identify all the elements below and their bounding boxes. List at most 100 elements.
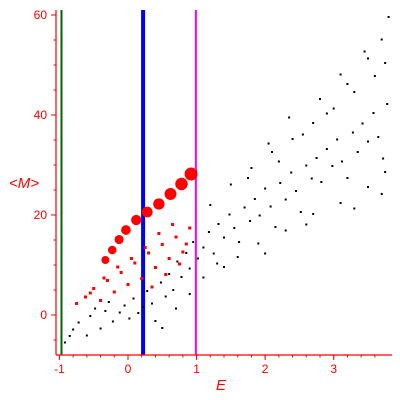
y-tick-label: 0 — [40, 308, 47, 322]
x-tick-label: 3 — [330, 362, 337, 376]
black-point-94 — [284, 229, 287, 232]
black-point-2 — [72, 328, 75, 331]
black-point-46 — [284, 198, 287, 201]
black-point-89 — [188, 293, 191, 295]
black-point-50 — [305, 164, 308, 167]
black-point-83 — [387, 16, 390, 18]
red-small-point-23 — [143, 246, 147, 249]
black-point-12 — [123, 304, 126, 307]
black-point-92 — [236, 256, 239, 258]
red-small-point-13 — [167, 257, 171, 260]
black-point-76 — [384, 62, 387, 64]
black-point-87 — [161, 327, 164, 329]
red-small-point-14 — [174, 235, 178, 239]
red-small-point-24 — [129, 257, 133, 260]
red-large-point-0 — [101, 256, 110, 264]
black-point-34 — [223, 236, 225, 239]
black-point-33 — [217, 223, 220, 225]
red-large-point-9 — [184, 167, 198, 181]
x-tick-label: 1 — [193, 362, 200, 376]
black-point-101 — [305, 223, 308, 226]
black-point-44 — [274, 226, 277, 228]
black-point-68 — [229, 183, 232, 186]
black-point-24 — [176, 260, 179, 263]
black-point-99 — [223, 266, 225, 268]
black-point-67 — [209, 204, 212, 206]
black-point-78 — [301, 133, 304, 136]
black-point-25 — [180, 276, 183, 278]
black-point-27 — [188, 267, 191, 270]
black-point-29 — [196, 257, 199, 260]
black-point-86 — [319, 98, 321, 100]
black-point-6 — [94, 307, 97, 310]
black-point-106 — [288, 116, 291, 119]
black-point-4 — [85, 334, 88, 337]
black-point-59 — [351, 131, 354, 134]
red-large-point-8 — [175, 177, 188, 191]
tick-labels: -1 0 1 2 3 0 20 40 60 — [34, 8, 338, 376]
black-point-55 — [331, 165, 334, 167]
black-point-69 — [250, 167, 253, 169]
black-point-102 — [353, 207, 356, 210]
black-point-96 — [339, 202, 342, 204]
red-large-point-6 — [153, 198, 165, 210]
x-tick-label: 0 — [125, 362, 132, 376]
black-point-74 — [353, 91, 356, 93]
black-point-23 — [172, 289, 175, 291]
black-point-14 — [132, 297, 135, 300]
x-tick-label: -1 — [54, 362, 65, 376]
vertical-marker-lines — [60, 10, 197, 355]
black-point-7 — [99, 327, 102, 330]
data-points — [63, 16, 390, 344]
black-point-105 — [267, 142, 270, 145]
black-point-22 — [168, 273, 171, 275]
y-axis-label: <M> — [9, 175, 39, 192]
black-point-9 — [107, 301, 110, 303]
y-tick-label: 40 — [34, 108, 48, 122]
red-small-point-12 — [160, 243, 164, 246]
axes — [51, 10, 392, 360]
black-point-47 — [290, 171, 293, 174]
black-point-85 — [339, 73, 342, 76]
black-point-30 — [202, 246, 205, 249]
x-tick-label: 2 — [262, 362, 269, 376]
red-small-point-18 — [164, 273, 168, 276]
y-tick-label: 60 — [34, 8, 48, 22]
black-point-26 — [185, 252, 188, 254]
black-point-51 — [310, 177, 313, 180]
black-point-65 — [382, 157, 385, 160]
black-point-81 — [367, 57, 369, 60]
black-point-5 — [89, 315, 92, 317]
black-point-49 — [299, 211, 302, 213]
black-point-32 — [212, 252, 215, 255]
black-point-28 — [192, 241, 195, 243]
black-point-82 — [380, 38, 383, 41]
red-small-point-15 — [181, 250, 185, 254]
red-small-point-10 — [147, 251, 151, 255]
black-point-95 — [312, 213, 315, 215]
black-point-53 — [320, 181, 323, 183]
red-small-point-17 — [150, 285, 154, 289]
black-point-35 — [228, 213, 231, 216]
black-point-71 — [291, 138, 294, 140]
red-small-point-20 — [184, 242, 188, 246]
black-point-97 — [367, 186, 369, 188]
red-large-point-2 — [114, 234, 124, 245]
black-point-63 — [372, 112, 375, 114]
red-small-point-11 — [153, 266, 157, 269]
black-point-62 — [367, 140, 369, 143]
black-point-66 — [386, 103, 389, 105]
x-axis-label: E — [216, 377, 227, 394]
black-point-42 — [264, 187, 267, 190]
black-point-79 — [325, 112, 328, 115]
black-point-90 — [202, 276, 205, 279]
black-point-103 — [380, 193, 383, 195]
red-small-point-5 — [112, 290, 116, 294]
red-small-point-22 — [171, 223, 175, 226]
black-point-91 — [216, 262, 219, 265]
black-point-3 — [77, 321, 80, 324]
red-small-point-19 — [177, 262, 181, 266]
black-point-43 — [269, 205, 272, 208]
red-small-point-8 — [133, 261, 137, 265]
